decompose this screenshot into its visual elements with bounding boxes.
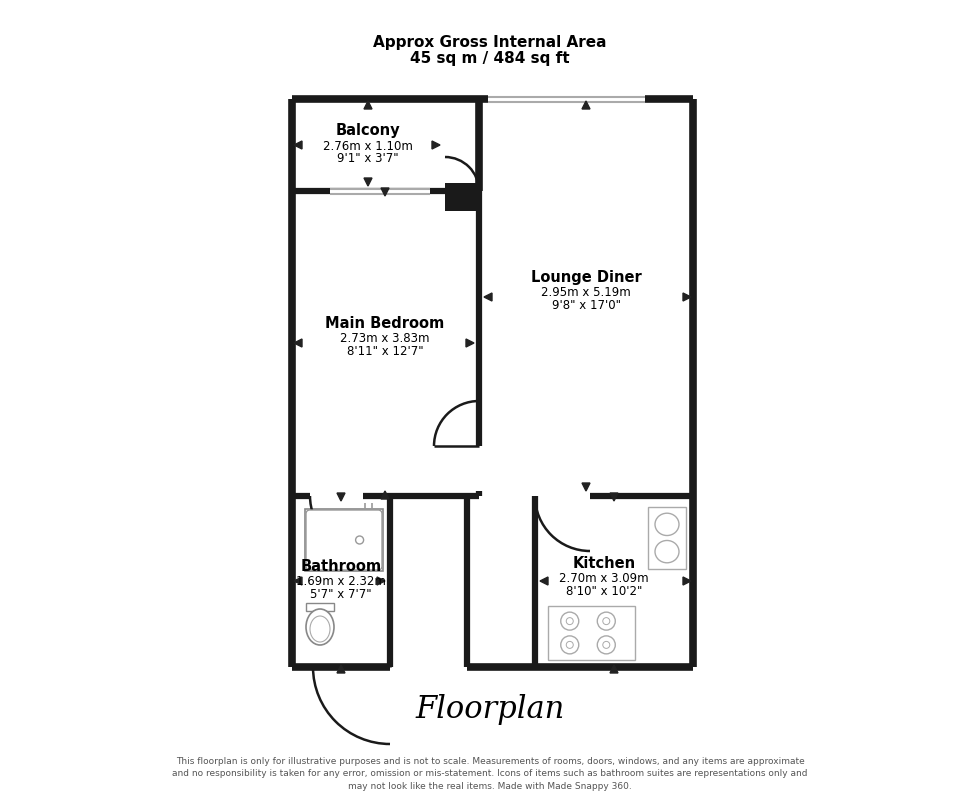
Text: 2.70m x 3.09m: 2.70m x 3.09m	[560, 572, 649, 585]
Bar	[548, 606, 635, 660]
Text: 9'8" x 17'0": 9'8" x 17'0"	[552, 300, 620, 312]
Polygon shape	[432, 142, 440, 150]
Bar	[648, 507, 686, 569]
Bar	[445, 184, 482, 212]
Polygon shape	[484, 294, 492, 302]
Text: Bathroom: Bathroom	[301, 559, 381, 574]
Bar	[306, 603, 334, 611]
Polygon shape	[337, 665, 345, 673]
Bar	[648, 507, 686, 569]
Ellipse shape	[306, 609, 334, 645]
Polygon shape	[337, 493, 345, 501]
Text: Floorplan: Floorplan	[416, 694, 564, 724]
Bar	[548, 606, 635, 660]
Ellipse shape	[655, 514, 679, 536]
Polygon shape	[582, 483, 590, 491]
Polygon shape	[540, 577, 548, 585]
Text: 45 sq m / 484 sq ft: 45 sq m / 484 sq ft	[411, 51, 569, 65]
Polygon shape	[364, 102, 372, 110]
Text: 8'11" x 12'7": 8'11" x 12'7"	[347, 345, 423, 358]
Text: 8'10" x 10'2": 8'10" x 10'2"	[565, 585, 642, 597]
Ellipse shape	[655, 540, 679, 563]
Polygon shape	[381, 491, 389, 499]
Text: Main Bedroom: Main Bedroom	[325, 316, 445, 331]
Text: 5'7" x 7'7": 5'7" x 7'7"	[311, 588, 371, 601]
Polygon shape	[683, 577, 691, 585]
Text: This floorplan is only for illustrative purposes and is not to scale. Measuremen: This floorplan is only for illustrative …	[172, 756, 808, 790]
Polygon shape	[466, 340, 474, 348]
Text: 9'1" x 3'7": 9'1" x 3'7"	[337, 153, 399, 165]
Polygon shape	[294, 577, 302, 585]
Text: 1.69m x 2.32m: 1.69m x 2.32m	[296, 575, 386, 588]
Polygon shape	[294, 340, 302, 348]
Text: 2.76m x 1.10m: 2.76m x 1.10m	[323, 140, 413, 153]
Polygon shape	[610, 665, 618, 673]
Bar	[305, 509, 383, 571]
Text: 2.73m x 3.83m: 2.73m x 3.83m	[340, 332, 430, 345]
Text: Kitchen: Kitchen	[572, 556, 636, 571]
Text: Approx Gross Internal Area: Approx Gross Internal Area	[373, 35, 607, 50]
Polygon shape	[294, 142, 302, 150]
FancyBboxPatch shape	[306, 511, 382, 570]
Polygon shape	[364, 179, 372, 187]
Polygon shape	[582, 102, 590, 110]
Polygon shape	[381, 189, 389, 197]
Bar	[292, 100, 693, 667]
Text: 2.95m x 5.19m: 2.95m x 5.19m	[541, 286, 631, 300]
Bar	[305, 509, 383, 571]
Bar	[330, 189, 430, 195]
Polygon shape	[683, 294, 691, 302]
Text: Balcony: Balcony	[336, 124, 400, 138]
Bar	[488, 97, 645, 103]
Polygon shape	[377, 577, 385, 585]
Polygon shape	[610, 493, 618, 501]
Text: Lounge Diner: Lounge Diner	[530, 270, 641, 285]
Ellipse shape	[310, 616, 330, 642]
